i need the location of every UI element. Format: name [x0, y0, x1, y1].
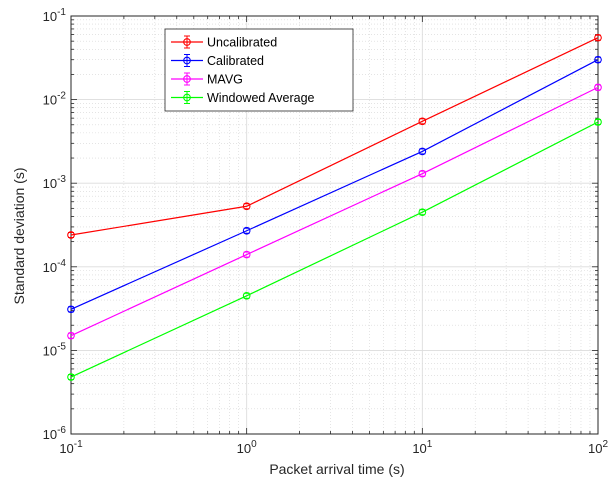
data-point — [594, 33, 602, 42]
y-tick-label: 10-3 — [43, 174, 67, 191]
series-line — [70, 86, 599, 337]
data-point — [594, 83, 602, 92]
data-point — [242, 226, 251, 235]
series-windowed-average — [67, 118, 602, 381]
series-line — [70, 59, 599, 310]
series-line — [70, 37, 599, 236]
x-tick-label: 10-1 — [59, 439, 83, 456]
data-point — [418, 117, 427, 126]
data-point — [594, 118, 602, 126]
data-point — [67, 231, 75, 239]
data-point — [67, 373, 75, 381]
legend-label: MAVG — [207, 73, 243, 87]
data-point — [242, 250, 251, 259]
y-tick-label: 10-5 — [43, 341, 67, 358]
axes-box — [70, 15, 599, 435]
data-point — [67, 305, 75, 314]
data-point — [242, 291, 251, 300]
x-axis-label: Packet arrival time (s) — [269, 461, 404, 477]
data-point — [418, 147, 427, 156]
y-tick-label: 10-6 — [43, 425, 67, 442]
data-point — [418, 208, 427, 217]
data-point — [67, 331, 75, 340]
axes: 10-1 100 101 102 10-6 10-5 10-4 10-3 10-2 10-1 — [43, 7, 609, 456]
series-uncalibrated — [67, 33, 602, 239]
series-group — [67, 33, 602, 381]
legend-item: Windowed Average — [171, 91, 315, 105]
series-calibrated — [67, 55, 602, 314]
series-line — [70, 121, 599, 378]
x-tick-label: 100 — [237, 439, 257, 456]
legend-item: Calibrated — [171, 54, 264, 68]
x-tick-label: 101 — [412, 439, 432, 456]
legend-label: Calibrated — [207, 54, 264, 68]
data-point — [418, 169, 427, 178]
legend-marker — [183, 56, 191, 65]
legend-label: Windowed Average — [207, 91, 315, 105]
legend-marker — [183, 38, 191, 46]
y-axis-label: Standard deviation (s) — [11, 168, 27, 305]
data-point — [594, 55, 602, 64]
y-tick-label: 10-2 — [43, 91, 67, 108]
legend-marker — [183, 75, 191, 83]
y-tick-label: 10-1 — [43, 7, 67, 24]
y-tick-label: 10-4 — [43, 258, 67, 275]
legend-label: Uncalibrated — [207, 36, 277, 50]
data-point — [242, 202, 251, 211]
legend: Uncalibrated Calibrated MAVG Windowed Avera… — [164, 28, 354, 112]
series-mavg — [67, 83, 602, 340]
x-tick-label: 102 — [588, 439, 608, 456]
legend-item: Uncalibrated — [171, 35, 277, 50]
legend-item: MAVG — [171, 72, 243, 87]
legend-marker — [183, 93, 191, 102]
